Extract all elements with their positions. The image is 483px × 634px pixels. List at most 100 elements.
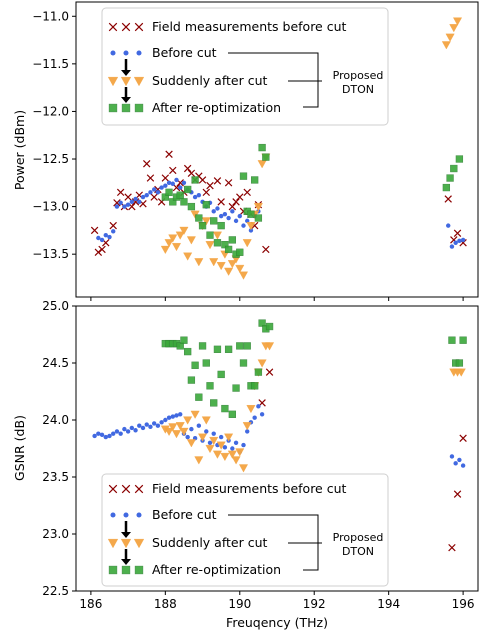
power-point-after-re-optimization xyxy=(446,174,454,182)
power-point-suddenly-after-cut xyxy=(205,241,215,250)
gsnr-point-before-cut xyxy=(174,413,179,418)
power-point-after-re-optimization xyxy=(455,155,464,163)
gsnr-point-after-re-optimization xyxy=(459,336,467,344)
power-point-field-measurements-before-cut xyxy=(161,174,170,182)
gsnr-point-after-re-optimization xyxy=(254,368,263,376)
gsnr-point-after-re-optimization xyxy=(455,359,464,367)
power-point-field-measurements-before-cut xyxy=(169,166,177,175)
gsnr-point-before-cut xyxy=(129,425,135,431)
gsnr-x-tick-label: 186 xyxy=(79,597,102,611)
gsnr-legend-marker-field-measurements-before-cut xyxy=(108,484,118,494)
power-legend-markers xyxy=(107,22,145,113)
gsnr-legend-marker-suddenly-after-cut xyxy=(120,538,132,549)
power-y-tick-label: −12.0 xyxy=(32,104,69,118)
gsnr-point-before-cut xyxy=(170,414,175,419)
gsnr-point-suddenly-after-cut xyxy=(257,359,267,368)
gsnr-point-suddenly-after-cut xyxy=(238,464,249,473)
power-point-before-cut xyxy=(133,196,138,202)
gsnr-point-suddenly-after-cut xyxy=(205,444,215,454)
power-point-after-re-optimization xyxy=(210,217,218,225)
gsnr-legend-box xyxy=(101,473,389,587)
power-plot-frame xyxy=(75,1,479,298)
gsnr-point-before-cut xyxy=(189,426,194,432)
gsnr-point-suddenly-after-cut xyxy=(456,368,466,377)
power-point-suddenly-after-cut xyxy=(209,258,219,267)
gsnr-point-before-cut xyxy=(259,412,265,417)
power-point-after-re-optimization xyxy=(254,214,263,222)
gsnr-point-suddenly-after-cut xyxy=(168,423,178,432)
gsnr-point-before-cut xyxy=(233,440,239,445)
power-legend-field-label: Field measurements before cut xyxy=(152,19,347,34)
power-legend-marker-field-measurements-before-cut xyxy=(121,22,131,32)
power-point-after-re-optimization xyxy=(228,236,236,244)
gsnr-point-after-re-optimization xyxy=(232,384,240,392)
gsnr-point-before-cut xyxy=(252,415,257,420)
power-point-before-cut xyxy=(245,218,250,224)
gsnr-legend: Field measurements before cut Before cut… xyxy=(101,473,389,587)
gsnr-point-after-re-optimization xyxy=(236,342,244,350)
power-point-before-cut xyxy=(226,215,231,221)
power-point-before-cut xyxy=(122,204,127,209)
gsnr-point-after-re-optimization xyxy=(191,361,199,369)
gsnr-point-suddenly-after-cut xyxy=(201,416,211,425)
power-point-before-cut xyxy=(196,192,202,198)
power-point-before-cut xyxy=(241,223,246,228)
gsnr-point-suddenly-after-cut xyxy=(231,456,241,465)
power-point-suddenly-after-cut xyxy=(194,258,204,267)
power-point-field-measurements-before-cut xyxy=(98,245,106,254)
power-point-suddenly-after-cut xyxy=(452,17,463,26)
power-point-after-re-optimization xyxy=(169,198,177,206)
gsnr-point-field-measurements-before-cut xyxy=(453,490,462,498)
gsnr-legend-arrow-head xyxy=(121,532,131,538)
power-legend-bracket-line2: DTON xyxy=(342,83,374,96)
gsnr-legend-marker-before-cut xyxy=(110,512,116,518)
gsnr-point-before-cut xyxy=(207,440,213,445)
gsnr-legend-marker-suddenly-after-cut xyxy=(107,538,119,549)
power-legend-marker-suddenly-after-cut xyxy=(107,76,119,87)
gsnr-point-before-cut xyxy=(118,431,123,436)
gsnr-point-after-re-optimization xyxy=(184,347,192,356)
gsnr-point-after-re-optimization xyxy=(176,342,184,350)
gsnr-point-suddenly-after-cut xyxy=(212,450,222,459)
power-point-after-re-optimization xyxy=(161,193,169,201)
gsnr-x-ticks: 186 188 190 192 194 196 xyxy=(79,591,475,611)
gsnr-point-suddenly-after-cut xyxy=(198,433,208,442)
gsnr-point-before-cut xyxy=(222,445,228,450)
power-point-before-cut xyxy=(453,240,458,245)
power-point-before-cut xyxy=(103,232,108,238)
power-point-suddenly-after-cut xyxy=(186,236,196,245)
power-point-field-measurements-before-cut xyxy=(172,183,181,192)
power-point-before-cut xyxy=(170,181,175,186)
gsnr-series-after-re-optimization xyxy=(161,319,467,418)
gsnr-point-after-re-optimization xyxy=(195,393,203,401)
gsnr-point-after-re-optimization xyxy=(239,359,248,367)
power-point-field-measurements-before-cut xyxy=(124,193,132,201)
power-point-field-measurements-before-cut xyxy=(453,229,462,237)
gsnr-x-tick-label: 190 xyxy=(228,597,251,611)
power-marks xyxy=(90,17,467,280)
gsnr-point-before-cut xyxy=(92,433,97,439)
power-point-before-cut xyxy=(233,218,239,224)
gsnr-legend-marker-field-measurements-before-cut xyxy=(121,484,131,494)
power-point-field-measurements-before-cut xyxy=(146,174,155,182)
gsnr-point-after-re-optimization xyxy=(251,382,259,390)
power-point-after-re-optimization xyxy=(176,191,184,199)
gsnr-point-after-re-optimization xyxy=(224,345,233,353)
power-point-field-measurements-before-cut xyxy=(262,245,270,254)
power-point-suddenly-after-cut xyxy=(445,33,455,42)
gsnr-point-field-measurements-before-cut xyxy=(459,434,467,442)
power-point-suddenly-after-cut xyxy=(235,264,245,274)
power-point-field-measurements-before-cut xyxy=(213,177,222,185)
gsnr-plot-frame xyxy=(75,305,479,592)
power-point-before-cut xyxy=(446,223,451,228)
power-point-before-cut xyxy=(211,209,216,214)
gsnr-x-tick-label: 194 xyxy=(377,597,400,611)
gsnr-point-after-re-optimization xyxy=(213,345,222,353)
gsnr-point-suddenly-after-cut xyxy=(265,342,275,351)
gsnr-panel: 25.0 24.5 24.0 23.5 23.0 22.5 186 188 190 192 194… xyxy=(12,299,479,630)
gsnr-point-suddenly-after-cut xyxy=(194,456,204,465)
power-point-after-re-optimization xyxy=(221,241,229,249)
gsnr-point-before-cut xyxy=(218,434,224,440)
power-point-field-measurements-before-cut xyxy=(232,198,240,206)
